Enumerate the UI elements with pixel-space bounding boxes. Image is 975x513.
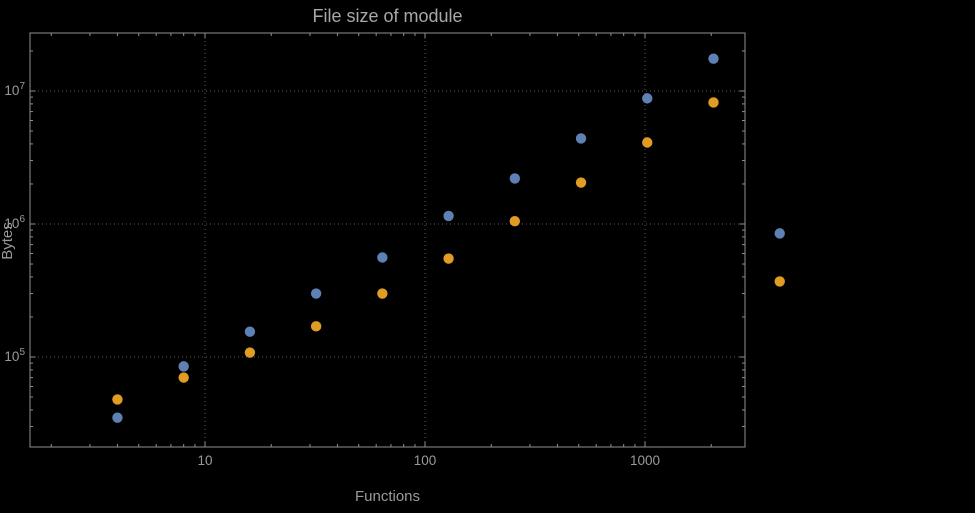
- data-point-orange: [509, 215, 521, 227]
- data-point-blue: [310, 288, 322, 299]
- data-point-blue: [377, 252, 388, 263]
- data-point-orange: [708, 97, 719, 108]
- data-point-blue: [708, 53, 719, 64]
- x-tick-label: 100: [414, 453, 437, 468]
- data-point-blue: [112, 412, 123, 423]
- chart-title: File size of module: [312, 6, 463, 26]
- data-point-blue: [443, 210, 454, 222]
- data-point-orange: [377, 288, 388, 299]
- data-point-orange: [575, 177, 587, 188]
- x-axis-label: Functions: [354, 488, 421, 505]
- data-point-blue: [244, 326, 256, 337]
- data-point-orange: [112, 394, 123, 405]
- data-point-orange: [178, 372, 189, 383]
- y-tick-label: 105: [4, 347, 25, 364]
- y-axis-label: Bytes: [0, 222, 16, 260]
- data-point-blue: [509, 173, 521, 184]
- data-point-blue: [774, 228, 785, 239]
- data-point-orange: [310, 321, 322, 332]
- y-tick-label: 106: [4, 214, 25, 231]
- y-tick-label: 107: [4, 81, 25, 98]
- x-tick-label: 10: [197, 453, 212, 468]
- data-point-blue: [575, 133, 587, 144]
- data-point-blue: [642, 93, 653, 104]
- data-point-orange: [774, 276, 785, 287]
- data-point-orange: [443, 253, 454, 264]
- x-tick-label: 1000: [630, 453, 660, 468]
- data-point-blue: [178, 361, 189, 372]
- data-point-orange: [244, 347, 256, 358]
- data-point-orange: [642, 137, 653, 148]
